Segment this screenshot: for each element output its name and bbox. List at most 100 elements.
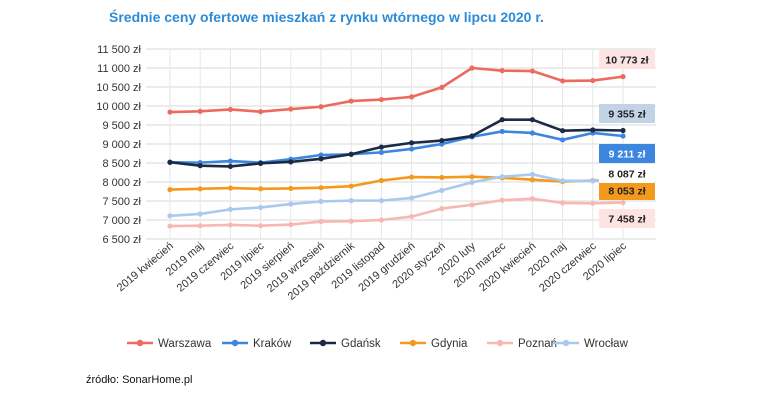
y-tick-label: 8 500 zł xyxy=(102,158,141,170)
series-line-kraków xyxy=(169,130,624,164)
data-point-warszawa xyxy=(378,96,384,103)
data-point-wrocław xyxy=(288,201,294,207)
data-point-gdynia xyxy=(378,177,384,184)
data-point-poznań xyxy=(469,202,475,208)
source-note: źródło: SonarHome.pl xyxy=(86,374,193,386)
y-tick-label: 10 500 zł xyxy=(96,82,141,94)
end-label-gdańsk: 9 355 zł xyxy=(608,109,645,121)
data-point-wrocław xyxy=(499,174,505,180)
data-point-wrocław xyxy=(227,206,233,212)
data-point-wrocław xyxy=(529,171,536,177)
data-point-warszawa xyxy=(529,68,536,74)
data-point-wrocław xyxy=(378,198,384,204)
data-point-poznań xyxy=(560,200,566,206)
data-point-gdynia xyxy=(439,174,445,181)
data-point-kraków xyxy=(529,130,536,136)
y-tick-label: 6 500 zł xyxy=(102,234,141,246)
legend-marker-gdynia xyxy=(409,339,417,347)
series-line-gdynia xyxy=(169,175,624,191)
data-point-warszawa xyxy=(227,106,233,113)
data-point-gdynia xyxy=(288,185,294,192)
data-point-kraków xyxy=(378,149,384,155)
data-point-kraków xyxy=(227,158,233,164)
data-point-warszawa xyxy=(348,98,354,104)
y-tick-label: 11 000 zł xyxy=(97,63,141,75)
data-point-gdynia xyxy=(258,186,264,192)
end-label-box-poznań xyxy=(599,209,655,228)
data-point-gdańsk xyxy=(197,163,203,169)
data-point-poznań xyxy=(439,206,445,212)
data-point-kraków xyxy=(560,137,566,143)
series-line-wrocław xyxy=(169,173,624,218)
legend-marker-gdańsk xyxy=(319,339,327,347)
data-point-gdynia xyxy=(409,174,415,180)
data-point-poznań xyxy=(378,217,384,223)
legend-label-wrocław: Wrocław xyxy=(584,338,629,350)
data-point-warszawa xyxy=(258,109,264,115)
data-point-warszawa xyxy=(167,109,173,115)
data-point-gdynia xyxy=(348,183,354,189)
data-point-warszawa xyxy=(499,68,505,74)
data-point-poznań xyxy=(348,218,354,224)
end-label-kraków: 9 211 zł xyxy=(609,149,646,161)
data-point-warszawa xyxy=(560,78,566,84)
data-point-warszawa xyxy=(590,77,596,84)
end-label-poznań: 7 458 zł xyxy=(608,214,645,226)
legend-label-kraków: Kraków xyxy=(253,338,292,350)
data-point-wrocław xyxy=(439,187,445,193)
legend-label-gdańsk: Gdańsk xyxy=(341,338,381,350)
data-point-poznań xyxy=(167,223,173,229)
series-line-poznań xyxy=(169,197,624,228)
data-point-poznań xyxy=(499,197,505,203)
data-point-wrocław xyxy=(348,198,354,204)
end-label-box-warszawa xyxy=(599,50,655,69)
chart-title: Średnie ceny ofertowe mieszkań z rynku w… xyxy=(109,9,544,25)
y-tick-label: 8 000 zł xyxy=(102,177,141,189)
legend-marker-warszawa xyxy=(136,339,144,347)
data-point-gdynia xyxy=(469,174,475,180)
data-point-gdańsk xyxy=(288,159,294,165)
data-point-poznań xyxy=(227,222,233,228)
data-point-poznań xyxy=(197,223,203,229)
data-point-gdańsk xyxy=(409,140,415,146)
data-point-warszawa xyxy=(197,108,203,114)
data-point-wrocław xyxy=(197,211,203,217)
data-point-gdynia xyxy=(197,186,203,192)
legend-marker-kraków xyxy=(231,339,239,347)
legend-label-poznań: Poznań xyxy=(518,338,557,350)
data-point-wrocław xyxy=(590,178,596,184)
data-point-warszawa xyxy=(318,104,324,110)
data-point-warszawa xyxy=(288,106,294,112)
data-point-gdańsk xyxy=(348,151,354,157)
end-label-gdynia: 8 053 zł xyxy=(608,186,645,198)
data-point-wrocław xyxy=(469,179,475,185)
end-label-wrocław: 8 087 zł xyxy=(608,169,645,181)
data-point-poznań xyxy=(590,200,596,206)
y-tick-label: 10 000 zł xyxy=(96,101,141,113)
data-point-gdynia xyxy=(529,177,536,183)
data-point-wrocław xyxy=(318,198,324,204)
data-point-gdańsk xyxy=(439,137,445,144)
legend-marker-wrocław xyxy=(562,339,570,347)
data-point-gdańsk xyxy=(469,133,475,139)
data-point-gdańsk xyxy=(318,156,324,162)
data-point-kraków xyxy=(499,128,505,135)
data-point-gdynia xyxy=(227,185,233,191)
data-point-poznań xyxy=(258,223,264,229)
end-label-warszawa: 10 773 zł xyxy=(605,55,648,67)
end-label-box-kraków xyxy=(599,144,655,163)
legend-marker-poznań xyxy=(496,339,504,347)
series-lines xyxy=(167,65,626,229)
data-point-warszawa xyxy=(409,94,415,100)
data-point-kraków xyxy=(318,152,324,158)
data-point-gdańsk xyxy=(529,117,536,123)
end-label-box-gdańsk xyxy=(599,104,655,123)
data-point-poznań xyxy=(318,218,324,225)
legend-label-warszawa: Warszawa xyxy=(158,338,212,350)
data-point-wrocław xyxy=(409,195,415,201)
data-point-poznań xyxy=(288,221,294,228)
legend-label-gdynia: Gdynia xyxy=(431,338,468,350)
data-point-gdańsk xyxy=(620,127,626,134)
data-point-poznań xyxy=(529,196,536,202)
data-point-gdańsk xyxy=(227,163,233,170)
